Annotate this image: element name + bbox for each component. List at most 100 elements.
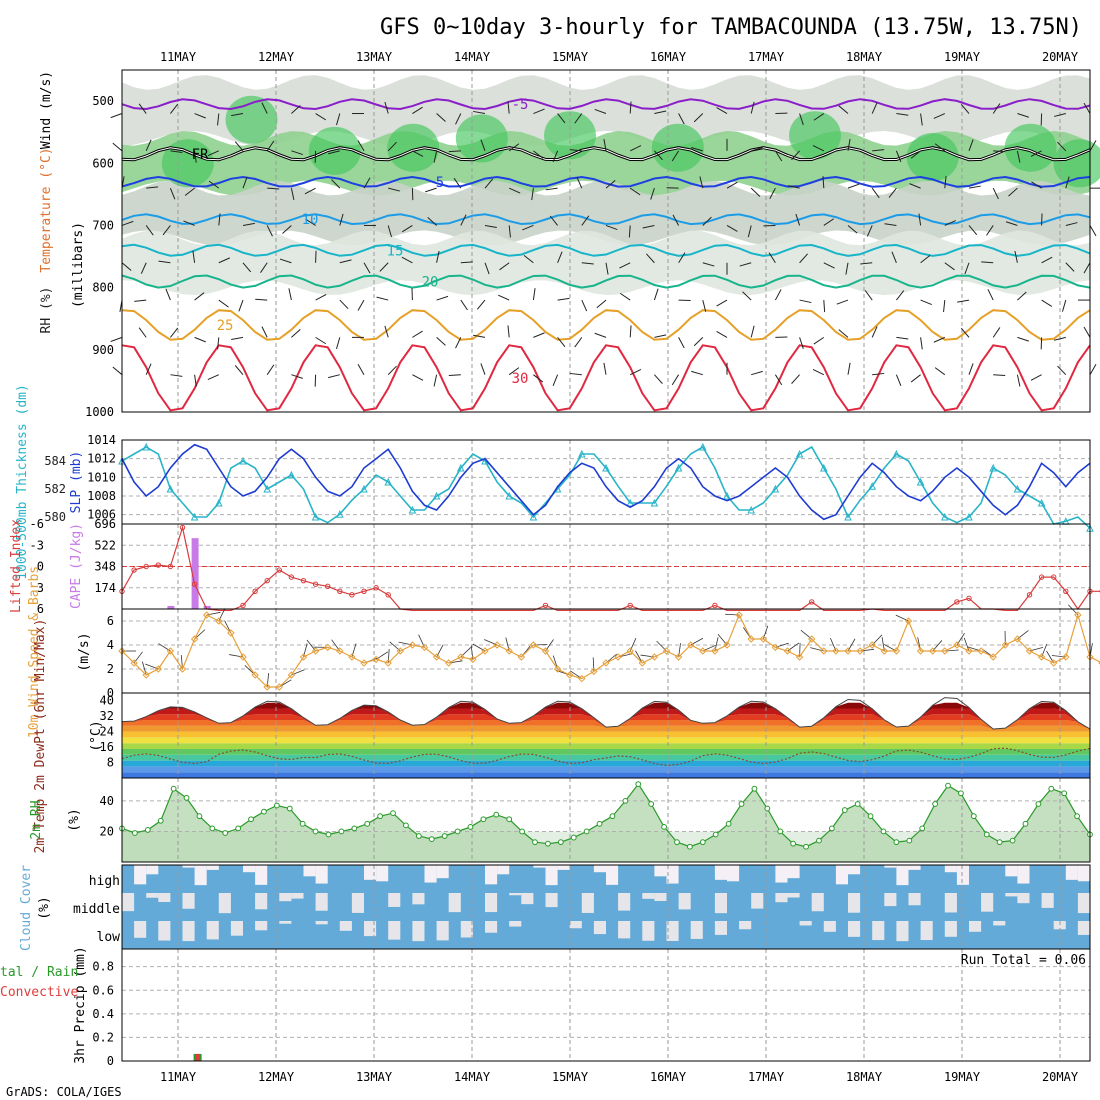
- thickness-marker: [190, 512, 199, 521]
- wind-barb: [436, 250, 440, 263]
- rh2m-marker: [686, 843, 693, 850]
- wind10-marker: [190, 635, 199, 643]
- wind-barb: [642, 224, 655, 229]
- wind-barb: [557, 297, 570, 301]
- precip-convective-bar: [195, 1053, 200, 1061]
- wind-barb: [339, 299, 349, 310]
- wind-barb: [336, 113, 341, 126]
- wind-barb: [920, 299, 932, 306]
- wind-barb: [508, 187, 521, 194]
- isotherm-label-25: 25: [217, 318, 234, 334]
- wind-barb: [448, 374, 461, 377]
- wind-barb: [742, 291, 752, 301]
- wind-barb: [170, 103, 179, 114]
- ylabel-cape: CAPE (J/kg): [69, 523, 84, 609]
- lifted-index-marker: [300, 577, 307, 584]
- wind-barb: [217, 337, 220, 350]
- thickness-marker: [698, 442, 707, 451]
- wind-barb: [218, 213, 221, 226]
- lifted-index-marker: [155, 562, 162, 568]
- cloud-gap: [243, 865, 256, 873]
- wind-barb: [1017, 336, 1029, 342]
- cloud-gap: [509, 893, 522, 896]
- wind-barb: [480, 363, 486, 375]
- wind10-marker: [820, 647, 828, 655]
- rh2m-marker: [712, 831, 719, 838]
- wind-barb: [218, 299, 229, 308]
- rh2m-marker: [428, 836, 435, 842]
- rh2m-marker: [480, 816, 487, 823]
- ylabel-thickness: 1000-500mb Thickness (dm): [15, 384, 30, 580]
- wind-barb: [944, 220, 956, 226]
- thickness-marker: [795, 449, 804, 458]
- x-tick-top-16MAY: 16MAY: [650, 50, 687, 64]
- wind-barb: [944, 262, 955, 271]
- wind10-marker: [1074, 611, 1082, 619]
- wind10-marker: [783, 647, 792, 655]
- y-tick-slp-1012: 1012: [87, 452, 116, 466]
- wind-barb: [864, 290, 873, 301]
- cloud-gap: [279, 893, 292, 902]
- wind-barb: [629, 368, 642, 376]
- y-tick-wind10-4: 4: [107, 638, 114, 652]
- wind10-marker: [880, 647, 889, 655]
- cloud-gap: [291, 893, 304, 899]
- y-tick-thickness-582: 582: [44, 482, 66, 496]
- wind10-marker: [1025, 647, 1034, 655]
- wind-barb: [357, 364, 365, 375]
- wind-barb: [328, 150, 340, 155]
- x-tick-bottom-16MAY: 16MAY: [650, 1070, 687, 1084]
- wind-barb: [533, 150, 544, 159]
- ylabel-precip-total: tal / Rain: [0, 965, 78, 980]
- wind-barb: [871, 187, 880, 199]
- thickness-marker: [432, 491, 441, 500]
- rh2m-marker: [338, 828, 345, 835]
- ylabel-temp2m: 2m Temp 2m DewPt (6hr Min/Max): [33, 619, 48, 854]
- cloud-gap: [606, 865, 619, 885]
- lifted-index-marker: [312, 581, 319, 587]
- y-tick-wind10-0: 0: [107, 686, 114, 700]
- wind-barb: [455, 337, 462, 349]
- thickness-marker: [602, 463, 610, 472]
- cloud-gap: [593, 865, 606, 873]
- rh2m-marker: [196, 813, 203, 820]
- x-tick-top-14MAY: 14MAY: [454, 50, 491, 64]
- thickness-marker: [892, 449, 901, 458]
- y-tick-pressure-800: 800: [92, 281, 114, 295]
- wind-barb: [822, 176, 825, 189]
- wind10-marker: [989, 653, 997, 661]
- cloud-gap: [872, 921, 885, 941]
- x-tick-top-11MAY: 11MAY: [160, 50, 197, 64]
- wind-barb: [650, 187, 655, 200]
- thickness-marker: [626, 498, 635, 507]
- wind-barb: [436, 295, 449, 301]
- cloud-gap: [1017, 893, 1030, 904]
- y-unit-cloud: (%): [37, 896, 52, 919]
- cloud-level-low: low: [97, 930, 121, 945]
- wind-barb: [533, 332, 545, 338]
- wind-barb: [121, 220, 134, 226]
- wind10-marker: [686, 641, 695, 649]
- cloud-gap: [714, 921, 727, 935]
- lifted-index-marker: [809, 599, 815, 605]
- wind-barb: [412, 150, 424, 157]
- cloud-gap: [751, 893, 764, 909]
- wind10-marker: [699, 647, 707, 655]
- wind-barb: [726, 181, 738, 189]
- rh-blob: [308, 126, 361, 175]
- y-tick-rh2m-40: 40: [100, 794, 114, 808]
- wind-barb: [484, 224, 497, 229]
- wind-barb: [629, 325, 632, 338]
- y-tick-temp2m-16: 16: [100, 740, 114, 754]
- wind-barb: [576, 176, 583, 189]
- rh2m-marker: [906, 837, 913, 844]
- cloud-gap: [339, 921, 352, 931]
- cloud-gap: [194, 865, 207, 886]
- wind10-marker: [493, 641, 501, 649]
- wind10-marker: [457, 653, 465, 661]
- wind-barb: [910, 150, 921, 159]
- wind-barb: [1065, 262, 1075, 272]
- wind10-marker: [444, 659, 453, 667]
- cloud-gap: [146, 893, 159, 898]
